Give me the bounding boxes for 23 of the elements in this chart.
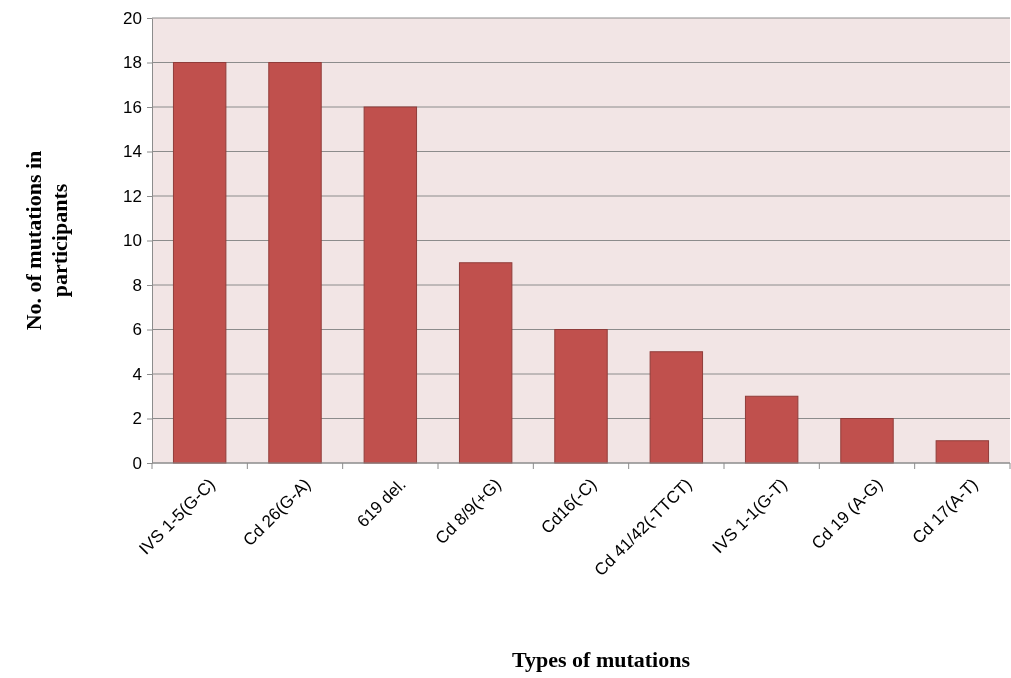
bar [363, 106, 418, 464]
bar [744, 395, 799, 464]
y-tick-label: 12 [123, 186, 142, 206]
y-tick-label: 2 [132, 409, 142, 429]
x-tick-label: 619 del. [353, 474, 410, 532]
bar [554, 329, 608, 464]
y-tick-label: 4 [132, 364, 142, 384]
y-tick-label: 8 [132, 275, 142, 295]
bar [458, 262, 513, 464]
y-tick-label: 0 [132, 453, 142, 473]
bar [268, 62, 322, 464]
y-tick-label: 14 [123, 142, 142, 162]
y-axis-title: No. of mutations in participants [20, 150, 72, 331]
y-tick-label: 20 [123, 8, 142, 28]
y-tick-label: 18 [123, 53, 142, 73]
bar [649, 351, 704, 464]
bar [172, 62, 227, 464]
x-axis-title: Types of mutations [511, 647, 691, 672]
y-tick-label: 6 [132, 320, 142, 340]
bar [935, 440, 990, 464]
bar [840, 418, 894, 464]
y-tick-label: 16 [123, 97, 142, 117]
y-tick-label: 10 [123, 231, 142, 251]
